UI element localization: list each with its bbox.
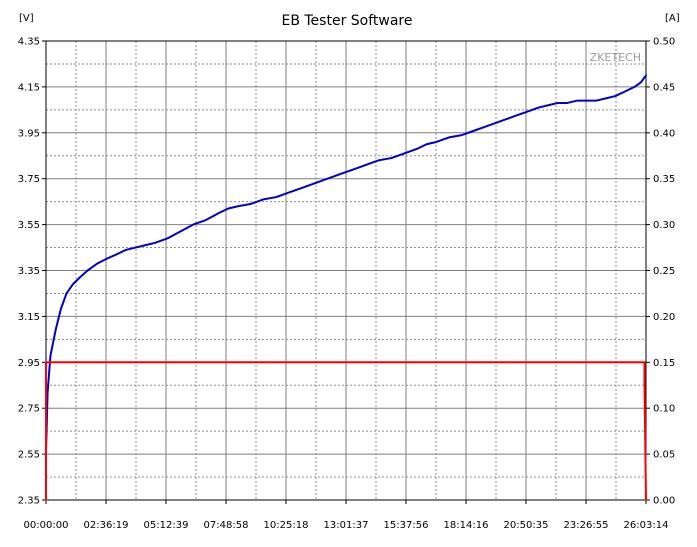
current-series-line: [45, 361, 647, 501]
right-axis-unit-label: [A]: [665, 13, 680, 24]
left-axis-tick-label: 3.15: [18, 312, 40, 323]
left-axis-tick-label: 3.35: [18, 266, 40, 277]
right-axis-tick-label: 0.40: [653, 128, 675, 139]
watermark-label: ZKETECH: [590, 51, 641, 64]
chart-title: EB Tester Software: [281, 13, 412, 29]
right-axis-tick-label: 0.25: [653, 266, 675, 277]
right-axis-tick-label: 0.15: [653, 358, 675, 369]
x-axis-tick-label: 07:48:58: [204, 520, 249, 531]
x-axis-tick-label: 05:12:39: [144, 520, 189, 531]
x-axis-tick-label: 26:03:14: [624, 520, 669, 531]
x-axis-tick-label: 20:50:35: [504, 520, 549, 531]
right-axis-tick-label: 0.20: [653, 312, 675, 323]
axis-ticks: 4.35 4.15 3.95 3.75 3.55 3.35 3.15 2.95 2.75 2.55…: [18, 37, 676, 532]
right-axis-tick-label: 0.50: [653, 37, 675, 48]
left-axis-tick-label: 2.95: [18, 358, 40, 369]
right-axis-tick-label: 0.30: [653, 220, 675, 231]
left-axis-tick-label: 3.75: [18, 174, 40, 185]
right-axis-tick-label: 0.05: [653, 450, 675, 461]
grid-lines: [46, 41, 646, 500]
right-axis-tick-label: 0.45: [653, 82, 675, 93]
x-axis-tick-label: 02:36:19: [84, 520, 129, 531]
right-axis-tick-label: 0.00: [653, 496, 675, 507]
series-group: [45, 74, 647, 501]
left-axis-tick-label: 3.55: [18, 220, 40, 231]
left-axis-tick-label: 4.15: [18, 82, 40, 93]
x-axis-tick-label: 00:00:00: [24, 520, 69, 531]
left-axis-tick-label: 2.55: [18, 450, 40, 461]
left-axis-tick-label: 4.35: [18, 37, 40, 48]
x-axis-tick-label: 15:37:56: [384, 520, 429, 531]
voltage-series-line: [45, 74, 647, 453]
right-axis-tick-label: 0.10: [653, 404, 675, 415]
x-axis-tick-label: 23:26:55: [564, 520, 609, 531]
x-axis-tick-label: 10:25:18: [264, 520, 309, 531]
left-axis-tick-label: 2.35: [18, 496, 40, 507]
left-axis-tick-label: 2.75: [18, 404, 40, 415]
x-axis-tick-label: 18:14:16: [444, 520, 489, 531]
left-axis-tick-label: 3.95: [18, 128, 40, 139]
left-axis-unit-label: [V]: [19, 13, 34, 24]
x-axis-tick-label: 13:01:37: [324, 520, 369, 531]
right-axis-tick-label: 0.35: [653, 174, 675, 185]
